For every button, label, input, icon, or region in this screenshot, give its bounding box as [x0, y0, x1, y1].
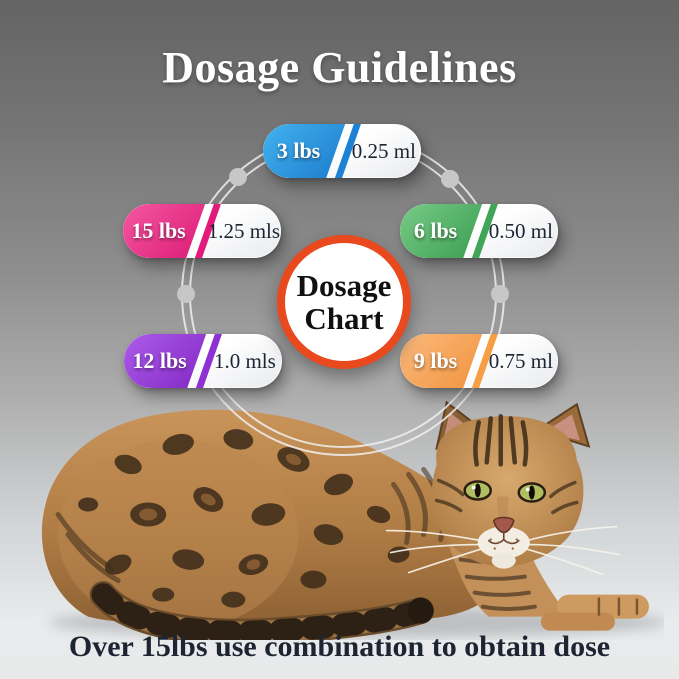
ring-node	[491, 285, 509, 303]
pill-9lbs: 9 lbs 0.75 ml	[400, 334, 558, 388]
ring-node	[229, 168, 247, 186]
pill-weight-label: 15 lbs	[131, 218, 186, 243]
badge-title-line2: Chart	[304, 301, 384, 336]
cat-tail	[89, 581, 435, 640]
cat-nose	[492, 516, 515, 534]
pill-weight-label: 9 lbs	[413, 348, 458, 373]
pill-dose-label: 1.0 mls	[213, 348, 276, 373]
bengal-cat-illustration	[41, 400, 664, 640]
cat-whiskers	[385, 525, 620, 576]
cat-eyes	[463, 480, 547, 503]
ring-node	[177, 285, 195, 303]
pill-3lbs: 3 lbs 0.25 ml	[263, 124, 421, 178]
pill-dose-label: 0.25 ml	[351, 138, 416, 163]
pill-weight-label: 3 lbs	[276, 138, 321, 163]
pill-6lbs: 6 lbs 0.50 ml	[400, 204, 558, 258]
pill-12lbs: 12 lbs 1.0 mls	[124, 334, 282, 388]
pill-15lbs: 15 lbs 1.25 mls	[123, 204, 281, 258]
center-badge: Dosage Chart	[277, 235, 411, 369]
pill-dose-label: 1.25 mls	[207, 218, 281, 243]
footer-note: Over 15lbs use combination to obtain dos…	[68, 630, 611, 663]
ring-node	[441, 170, 459, 188]
pill-weight-label: 6 lbs	[413, 218, 458, 243]
pill-dose-label: 0.75 ml	[488, 348, 553, 373]
badge-title-line1: Dosage	[296, 267, 392, 303]
pill-weight-label: 12 lbs	[132, 348, 187, 373]
cat-paws	[540, 594, 649, 631]
pill-dose-label: 0.50 ml	[488, 218, 553, 243]
page-title: Dosage Guidelines	[162, 43, 517, 92]
